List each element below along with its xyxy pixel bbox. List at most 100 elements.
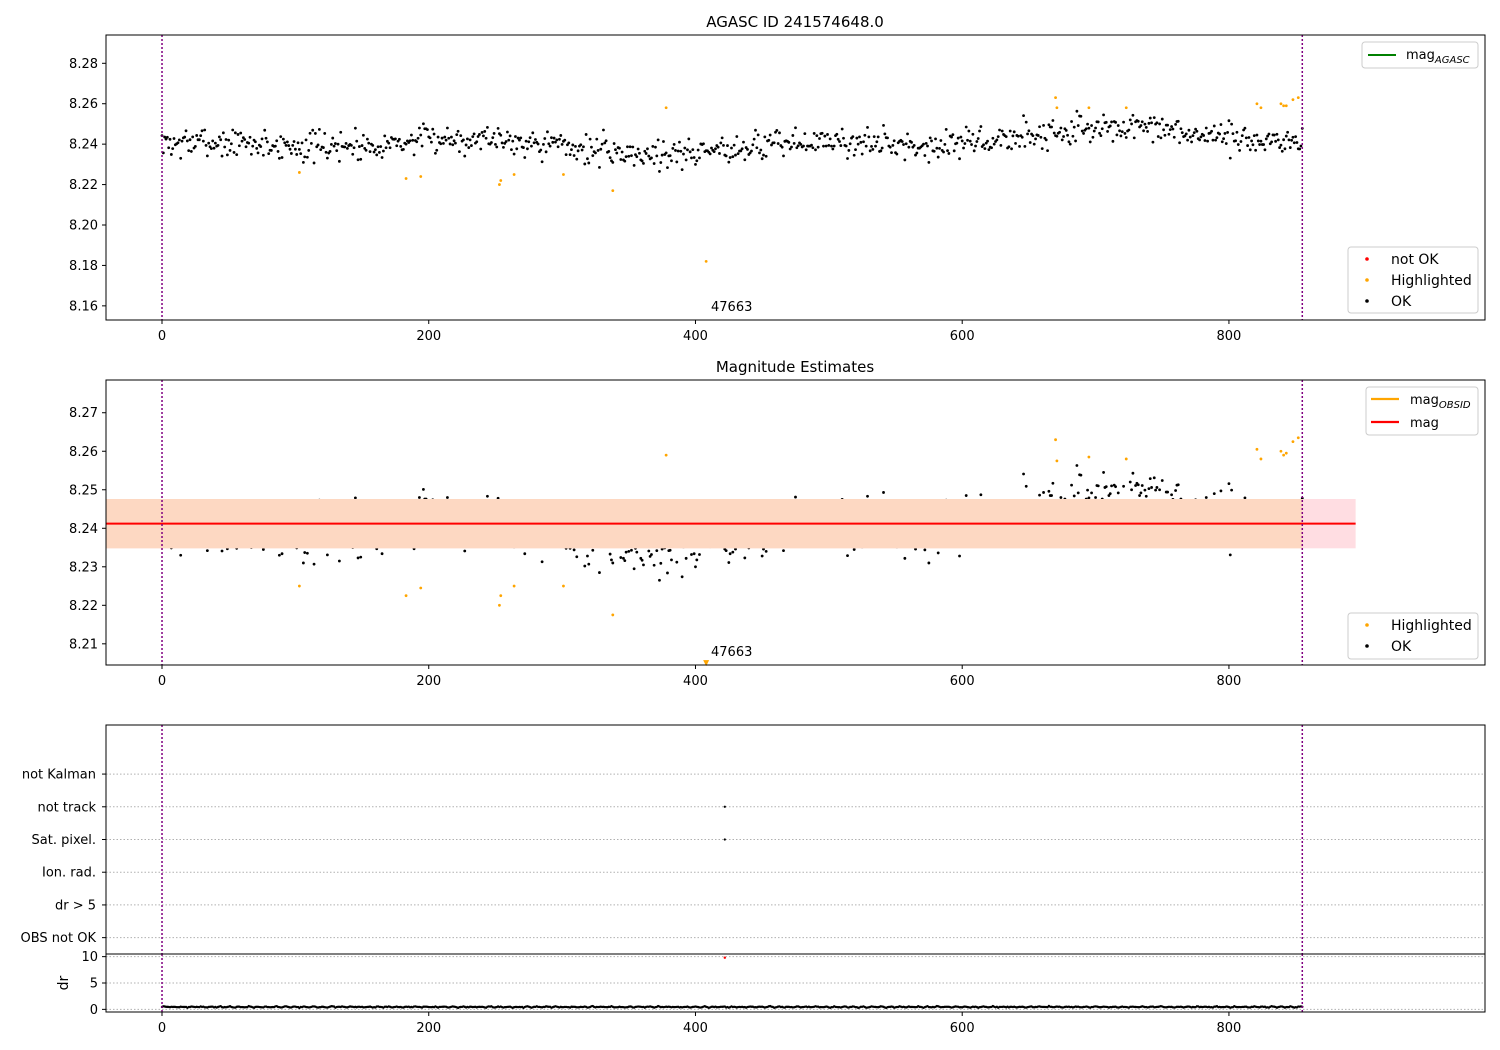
- panel-agasc-point-OK-239: [479, 147, 483, 151]
- panel-magnitude-point-OK-453: [764, 549, 768, 553]
- panel-agasc-point-OK-496: [822, 144, 825, 148]
- panel-agasc-point-OK-846: [1288, 146, 1292, 149]
- panel-magnitude-point-OK-726: [1128, 480, 1132, 484]
- panel-agasc-point-OK-571: [922, 142, 925, 146]
- panel-agasc-point-OK-841: [1282, 138, 1286, 142]
- panel-agasc-point-OK-794: [1219, 123, 1223, 126]
- panel-magnitude-point-OK-740: [1147, 487, 1151, 491]
- panel-agasc-point-OK-806: [1235, 130, 1239, 134]
- panel-agasc-point-OK-403: [698, 156, 701, 160]
- legend-highlighted-label: Highlighted: [1391, 273, 1472, 289]
- panel-agasc-point-OK-642: [1016, 134, 1020, 138]
- panel-agasc-point-OK-592: [950, 135, 953, 139]
- panel-agasc-point-OK-497: [823, 134, 827, 138]
- panel-agasc-point-OK-78: [264, 136, 268, 140]
- panel-agasc-point-OK-803: [1231, 132, 1235, 136]
- panel-agasc-point-OK-293: [551, 140, 555, 144]
- panel-agasc-point-OK-32: [203, 128, 207, 132]
- panel-agasc-point-Highlighted-11: [1055, 106, 1059, 110]
- panel-agasc-point-OK-162: [376, 145, 380, 149]
- panel-agasc-point-OK-853: [1298, 147, 1302, 151]
- panel-agasc-point-OK-415: [714, 147, 717, 151]
- panel-magnitude-point-OK-393: [684, 556, 688, 560]
- panel-agasc-point-OK-26: [195, 134, 199, 137]
- panel-agasc-point-OK-797: [1223, 132, 1227, 135]
- panel-magnitude-point-OK-386: [675, 560, 679, 564]
- panel-agasc-point-OK-272: [523, 156, 527, 159]
- panel-agasc-point-OK-160: [373, 148, 377, 152]
- panel-magnitude-point-Highlighted-7: [611, 613, 615, 617]
- panel-magnitude-point-OK-323: [591, 548, 595, 552]
- panel-magnitude-point-OK-730: [1134, 484, 1137, 487]
- panel-agasc-point-OK-834: [1272, 133, 1276, 137]
- panel-agasc-vlines: [161, 35, 1304, 320]
- panel-agasc-point-OK-788: [1211, 138, 1215, 142]
- panel-agasc-point-OK-188: [411, 138, 415, 142]
- panel-flags-grid: [106, 773, 1485, 939]
- panel-agasc-point-OK-556: [902, 143, 905, 146]
- panel-magnitude-point-OK-812: [1243, 496, 1247, 500]
- panel-magnitude-point-OK-760: [1174, 489, 1177, 492]
- panel-agasc-point-OK-421: [722, 143, 725, 147]
- panel-agasc-point-OK-240: [480, 131, 484, 134]
- panel-agasc-point-OK-103: [297, 148, 301, 151]
- panel-agasc-point-OK-58: [237, 144, 241, 148]
- panel-agasc-point-OK-431: [735, 135, 739, 138]
- panel-agasc-xtick-label-4: 800: [1217, 329, 1242, 344]
- panel-agasc-point-OK-694: [1086, 122, 1089, 126]
- legend2-ok-label: OK: [1391, 639, 1412, 655]
- panel-agasc-xtick-label-0: 0: [158, 329, 166, 344]
- panel-agasc-point-OK-419: [719, 141, 723, 145]
- panel-agasc-point-OK-534: [872, 135, 876, 139]
- panel-flags-category-label-1: dr > 5: [55, 898, 96, 913]
- panel-agasc-point-Highlighted-8: [664, 106, 668, 110]
- panel-magnitude-point-OK-145: [353, 496, 357, 500]
- panel-magnitude-point-OK-715: [1114, 485, 1117, 489]
- panel-magnitude-point-Highlighted-4: [499, 594, 503, 598]
- panel-agasc-point-OK-295: [554, 140, 557, 144]
- panel-agasc-point-OK-321: [588, 137, 592, 141]
- panel-agasc-point-OK-355: [634, 153, 637, 157]
- panel-agasc-point-OK-510: [840, 127, 844, 131]
- panel-agasc-point-OK-673: [1058, 130, 1061, 134]
- panel-magnitude-point-Highlighted-1: [404, 594, 408, 598]
- panel-agasc-point-OK-358: [638, 151, 641, 155]
- panel-agasc-point-OK-62: [243, 138, 247, 141]
- panel-agasc-point-OK-456: [768, 133, 772, 137]
- panel-agasc-point-OK-111: [308, 131, 312, 135]
- panel-agasc-point-OK-760: [1174, 122, 1177, 126]
- panel-agasc-point-OK-781: [1202, 134, 1205, 137]
- panel-agasc-point-OK-37: [209, 147, 213, 150]
- panel-magnitude-point-OK-214: [446, 496, 449, 499]
- panel-agasc-point-OK-453: [764, 154, 768, 158]
- panel-agasc-point-OK-210: [440, 136, 444, 140]
- panel-magnitude-point-OK-717: [1116, 491, 1120, 495]
- panel-agasc-point-OK-12: [176, 141, 180, 145]
- panel-agasc-point-OK-102: [296, 141, 300, 145]
- panel-agasc-point-OK-143: [351, 152, 355, 156]
- panel-agasc-point-OK-836: [1275, 132, 1279, 136]
- panel-agasc-point-OK-819: [1252, 134, 1256, 138]
- panel-agasc-point-OK-375: [660, 153, 664, 157]
- panel-magnitude-point-OK-757: [1170, 493, 1173, 497]
- panel-agasc-point-OK-243: [484, 136, 488, 140]
- panel-agasc-point-OK-445: [754, 128, 757, 132]
- panel-agasc-point-OK-448: [758, 151, 761, 155]
- panel-magnitude-point-OK-244: [486, 494, 489, 498]
- panel-magnitude-point-OK-350: [627, 549, 631, 553]
- panel-agasc-ytick-label-1: 8.18: [69, 259, 98, 274]
- panel-agasc-point-OK-211: [442, 141, 445, 145]
- panel-agasc-point-OK-101: [295, 153, 299, 156]
- panel-agasc-point-OK-256: [502, 145, 505, 149]
- panel-magnitude-ytick-label-6: 8.27: [69, 406, 98, 421]
- panel-agasc-point-OK-588: [944, 127, 948, 131]
- panel-flags-category-label-3: Sat. pixel.: [32, 833, 96, 848]
- panel-agasc-point-OK-329: [599, 147, 603, 151]
- panel-agasc-point-OK-118: [317, 127, 321, 131]
- legend2-ok-marker: [1365, 644, 1369, 648]
- panel-agasc-ytick-label-3: 8.22: [69, 178, 98, 193]
- panel-agasc-point-OK-376: [662, 140, 665, 143]
- panel-magnitude-point-Highlighted-16: [1282, 453, 1286, 457]
- panel-magnitude-point-OK-668: [1051, 481, 1055, 485]
- panel-agasc-point-OK-758: [1171, 127, 1175, 131]
